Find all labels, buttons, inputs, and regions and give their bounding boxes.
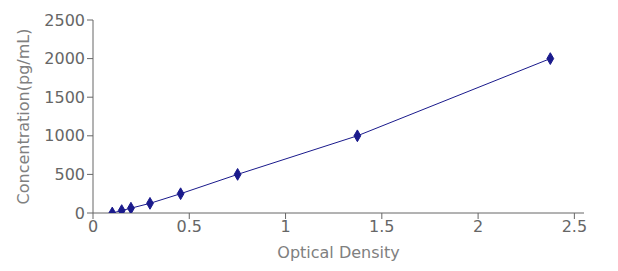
svg-text:0.5: 0.5 (177, 217, 202, 236)
svg-text:1500: 1500 (44, 88, 85, 107)
svg-text:2.5: 2.5 (562, 217, 587, 236)
svg-text:1000: 1000 (44, 126, 85, 145)
svg-text:2500: 2500 (44, 11, 85, 30)
svg-text:2000: 2000 (44, 49, 85, 68)
svg-text:Optical Density: Optical Density (277, 243, 399, 262)
svg-text:0: 0 (75, 204, 85, 223)
svg-text:Concentration(pg/mL): Concentration(pg/mL) (14, 29, 33, 205)
svg-text:0: 0 (88, 217, 98, 236)
svg-text:1: 1 (280, 217, 290, 236)
svg-text:2: 2 (473, 217, 483, 236)
svg-text:500: 500 (54, 165, 85, 184)
svg-text:1.5: 1.5 (369, 217, 394, 236)
